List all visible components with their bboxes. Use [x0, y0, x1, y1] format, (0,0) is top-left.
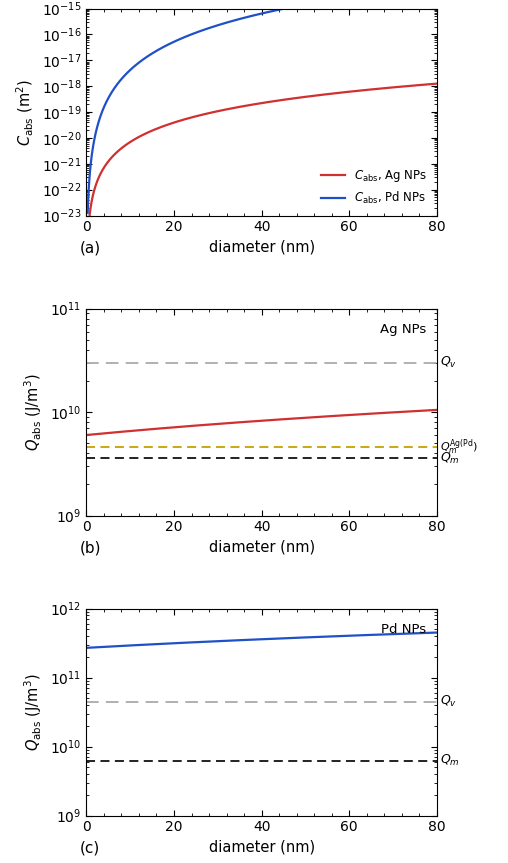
X-axis label: diameter (nm): diameter (nm) [209, 240, 314, 255]
Text: (a): (a) [79, 241, 101, 255]
Text: $Q_v$: $Q_v$ [440, 694, 458, 709]
Text: (c): (c) [79, 841, 100, 856]
Text: (b): (b) [79, 541, 101, 556]
Text: $Q_m^\mathrm{Ag(Pd}$): $Q_m^\mathrm{Ag(Pd}$) [440, 438, 479, 457]
Text: $Q_v$: $Q_v$ [440, 356, 458, 370]
Y-axis label: $Q_\mathrm{abs}\ (\mathrm{J/m}^3)$: $Q_\mathrm{abs}\ (\mathrm{J/m}^3)$ [23, 374, 45, 450]
Text: Ag NPs: Ag NPs [380, 323, 426, 336]
X-axis label: diameter (nm): diameter (nm) [209, 840, 314, 855]
Text: Pd NPs: Pd NPs [381, 623, 426, 636]
X-axis label: diameter (nm): diameter (nm) [209, 540, 314, 555]
Legend: $C_\mathrm{abs}$, Ag NPs, $C_\mathrm{abs}$, Pd NPs: $C_\mathrm{abs}$, Ag NPs, $C_\mathrm{abs… [318, 165, 431, 210]
Text: $Q_m$: $Q_m$ [440, 753, 460, 768]
Text: $Q_m$: $Q_m$ [440, 450, 460, 465]
Y-axis label: $C_\mathrm{abs}\ (\mathrm{m}^2)$: $C_\mathrm{abs}\ (\mathrm{m}^2)$ [15, 79, 37, 146]
Y-axis label: $Q_\mathrm{abs}\ (\mathrm{J/m}^3)$: $Q_\mathrm{abs}\ (\mathrm{J/m}^3)$ [23, 673, 45, 751]
